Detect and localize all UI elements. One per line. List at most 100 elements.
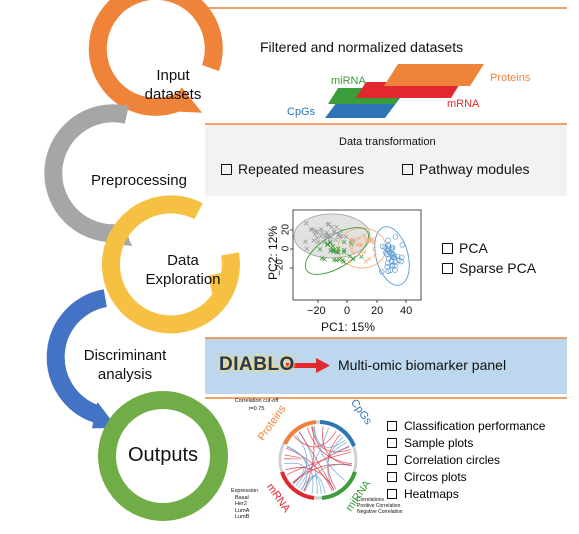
pca-point <box>363 259 369 264</box>
pca-point <box>371 246 377 252</box>
circos-link <box>292 445 350 483</box>
layer-proteins <box>384 64 484 86</box>
discriminant-panel <box>205 337 567 394</box>
pca-point <box>322 239 327 245</box>
pca-point <box>330 243 336 249</box>
checkbox-icon <box>387 471 397 482</box>
expression-legend-item: LumB <box>235 514 250 520</box>
pca-point <box>398 258 404 265</box>
option-pathway-modules-label: Pathway modules <box>419 161 530 177</box>
pca-point <box>349 246 354 251</box>
pca-point <box>361 249 367 255</box>
option-sparse-pca: Sparse PCA <box>442 260 536 276</box>
circos-link <box>306 427 352 465</box>
pca-xtick-1: −20 <box>307 305 326 317</box>
circos-link <box>303 426 315 492</box>
red-arrow <box>286 358 330 373</box>
pca-point <box>335 249 341 255</box>
pca-point <box>341 239 347 245</box>
pca-point <box>310 227 315 232</box>
pca-point <box>325 242 330 248</box>
pca-point <box>328 234 334 240</box>
pca-point <box>325 222 331 227</box>
output-item: Correlation circles <box>387 452 545 469</box>
layer-label-cpgs: CpGs <box>287 106 316 118</box>
pca-point <box>324 230 330 235</box>
pca-point <box>379 243 386 250</box>
pca-point <box>365 237 371 243</box>
pca-xtick-4: 40 <box>400 305 413 317</box>
pca-point <box>352 237 358 242</box>
pca-point <box>356 236 362 241</box>
pca-point <box>315 239 321 245</box>
output-item-label: Sample plots <box>404 436 474 450</box>
pca-point <box>392 263 398 269</box>
pca-point <box>303 239 308 244</box>
option-repeated-measures-label: Repeated measures <box>238 161 365 177</box>
pca-point <box>348 236 353 242</box>
pca-xlabel: PC1: 15% <box>321 320 376 334</box>
option-repeated-measures: Repeated measures <box>221 161 364 177</box>
stage-label-input: Input datasets <box>128 66 218 104</box>
layer-label-mrna: mRNA <box>447 98 480 110</box>
pca-point <box>319 226 324 232</box>
pca-point <box>342 247 347 253</box>
circos-link <box>298 427 330 489</box>
outputs-list: Classification performance Sample plots … <box>387 418 545 503</box>
pca-point <box>303 221 309 226</box>
correlation-legend-item: Positive Correlation <box>357 503 401 509</box>
pca-point <box>346 259 352 264</box>
pca-point <box>389 263 396 269</box>
pca-point <box>333 237 338 243</box>
diablo-label: DIABLO <box>219 354 295 375</box>
pca-point <box>382 244 389 251</box>
pca-point <box>384 260 391 266</box>
pca-point <box>308 227 314 232</box>
stage-label-discriminant: Discriminant analysis <box>70 346 180 384</box>
circos-correlation-legend: Correlations Positive Correlation Negati… <box>357 497 403 515</box>
option-sparse-pca-label: Sparse PCA <box>459 260 537 276</box>
input-panel-title: Filtered and normalized datasets <box>260 39 464 55</box>
pca-point <box>338 228 343 234</box>
preprocessing-panel <box>205 123 567 196</box>
pca-point <box>361 233 367 238</box>
pca-point <box>341 259 346 265</box>
layer-label-proteins: Proteins <box>490 72 531 84</box>
pca-point <box>318 233 324 239</box>
pca-point <box>382 249 389 256</box>
checkbox-icon <box>402 163 413 175</box>
pca-point <box>388 247 395 253</box>
pca-point <box>331 257 337 263</box>
pca-point <box>350 256 356 262</box>
checkbox-icon <box>387 437 397 448</box>
pca-point <box>384 264 390 270</box>
pca-point <box>311 238 317 243</box>
checkbox-icon <box>387 488 397 499</box>
pca-ytick-3: 20 <box>280 223 292 236</box>
option-pathway-modules: Pathway modules <box>402 161 530 177</box>
circos-link <box>286 445 308 491</box>
pca-point <box>372 253 378 259</box>
pca-point <box>319 256 325 261</box>
pca-xtick-3: 20 <box>371 305 384 317</box>
stage-label-discriminant-line1: Discriminant <box>83 347 167 364</box>
pca-point <box>399 242 406 248</box>
pca-point <box>336 257 342 262</box>
option-pca: PCA <box>442 240 488 256</box>
checkbox-icon <box>442 262 453 274</box>
stage-label-exploration-line1: Data <box>167 252 199 269</box>
circos-link <box>293 431 337 448</box>
pca-point <box>370 236 375 242</box>
output-item: Sample plots <box>387 435 545 452</box>
pca-point <box>331 248 337 253</box>
output-item-label: Circos plots <box>404 470 467 484</box>
pca-point <box>312 228 317 234</box>
circos-cutoff-label: Correlation cut-off r=0.75 <box>229 397 284 413</box>
expression-legend-title: Expression <box>231 488 259 494</box>
circos-link <box>287 451 352 475</box>
circos-link <box>295 434 308 487</box>
pca-point <box>343 234 349 240</box>
pca-point <box>332 229 337 234</box>
pca-point <box>317 246 323 252</box>
